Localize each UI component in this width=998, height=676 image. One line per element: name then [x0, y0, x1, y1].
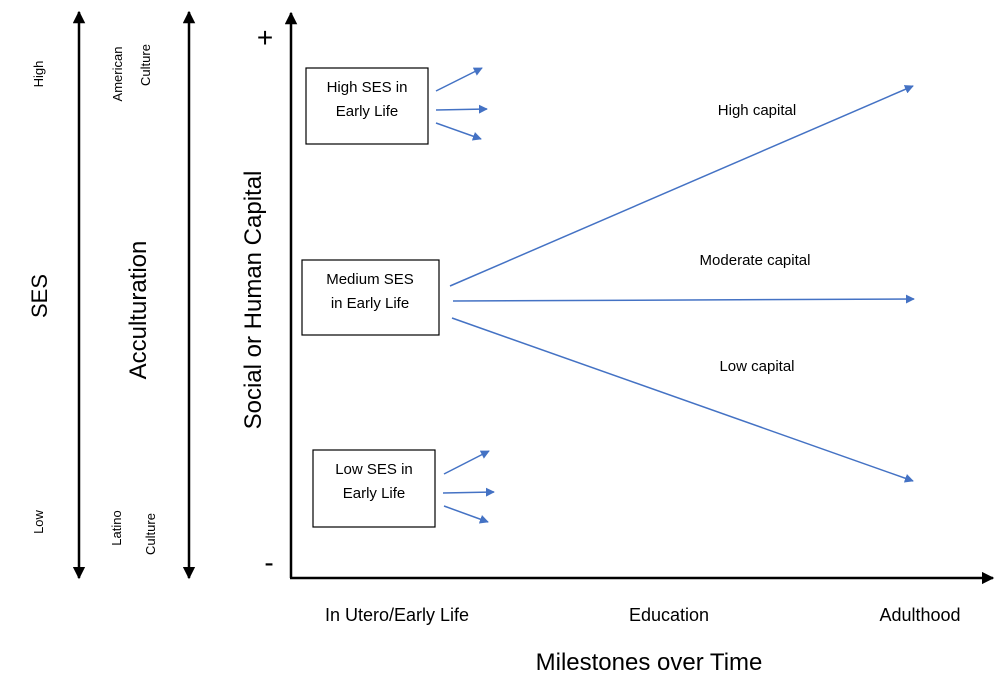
american-culture-label-line1: American [110, 47, 125, 102]
latino-culture-label-line1: Latino [109, 510, 124, 545]
low-ses-box-line2: Early Life [343, 485, 406, 502]
low-ses-arrow-flat [442, 487, 495, 497]
latino-culture-label-line2: Culture [143, 513, 158, 555]
acculturation-axis-label: Acculturation [125, 241, 152, 380]
x-tick-adulthood: Adulthood [879, 605, 960, 625]
american-culture-label-line2: Culture [138, 44, 153, 86]
low-capital-label: Low capital [719, 358, 794, 375]
high-ses-arrow-up [435, 67, 483, 92]
x-tick-early-life: In Utero/Early Life [325, 605, 469, 625]
high-capital-label: High capital [718, 102, 796, 119]
high-ses-box [305, 67, 429, 145]
moderate-capital-trajectory [452, 294, 915, 304]
high-ses-box-line1: High SES in [327, 79, 408, 96]
low-ses-arrow-up [443, 450, 490, 475]
medium-ses-box-line1: Medium SES [326, 271, 414, 288]
y-axis-minus: - [264, 547, 273, 578]
low-ses-box [312, 449, 436, 528]
x-tick-education: Education [629, 605, 709, 625]
ses-axis-label: SES [27, 274, 52, 318]
high-ses-arrow-flat [435, 104, 488, 114]
x-axis-label: Milestones over Time [536, 649, 763, 676]
y-axis-label: Social or Human Capital [240, 171, 267, 430]
medium-ses-box [301, 259, 440, 336]
low-capital-trajectory [451, 317, 914, 483]
high-ses-arrow-down [435, 122, 482, 141]
medium-ses-box-line2: in Early Life [331, 295, 409, 312]
y-axis-plus: + [257, 22, 273, 53]
high-capital-trajectory [449, 85, 914, 287]
moderate-capital-label: Moderate capital [700, 252, 811, 269]
ses-low-label: Low [31, 509, 46, 533]
ses-high-label: High [31, 61, 46, 88]
low-ses-box-line1: Low SES in [335, 461, 413, 478]
high-ses-box-line2: Early Life [336, 103, 399, 120]
low-ses-arrow-down [443, 505, 489, 524]
